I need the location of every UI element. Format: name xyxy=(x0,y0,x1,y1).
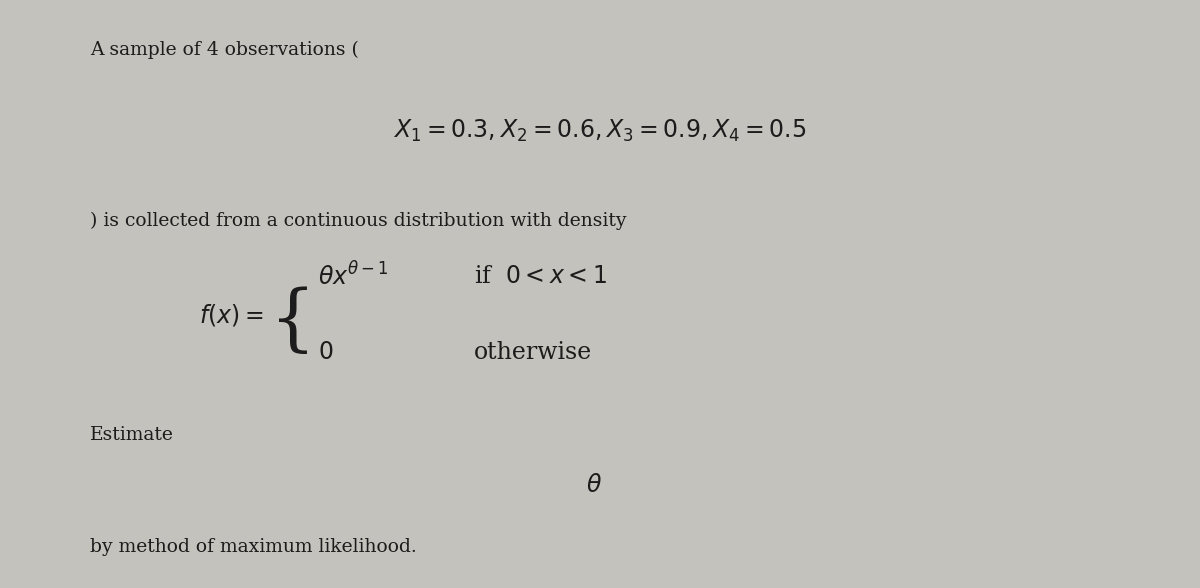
Text: ) is collected from a continuous distribution with density: ) is collected from a continuous distrib… xyxy=(90,212,626,230)
Text: if  $0 < x < 1$: if $0 < x < 1$ xyxy=(474,265,607,288)
Text: $\theta$: $\theta$ xyxy=(586,473,602,497)
Text: $\theta x^{\theta-1}$: $\theta x^{\theta-1}$ xyxy=(318,262,389,290)
Text: $f(x) =$: $f(x) =$ xyxy=(199,302,264,328)
Text: by method of maximum likelihood.: by method of maximum likelihood. xyxy=(90,538,416,556)
Text: Estimate: Estimate xyxy=(90,426,174,445)
Text: otherwise: otherwise xyxy=(474,341,593,365)
Text: $0$: $0$ xyxy=(318,341,334,365)
Text: $X_1 = 0.3, X_2 = 0.6, X_3 = 0.9, X_4 = 0.5$: $X_1 = 0.3, X_2 = 0.6, X_3 = 0.9, X_4 = … xyxy=(394,118,806,144)
Text: A sample of 4 observations (: A sample of 4 observations ( xyxy=(90,41,359,59)
Text: {: { xyxy=(270,287,316,358)
